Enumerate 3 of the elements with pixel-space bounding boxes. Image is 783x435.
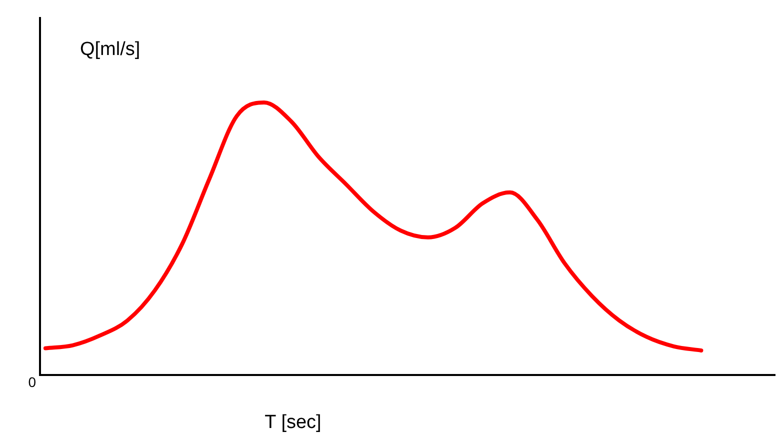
annotation: 0 (28, 374, 36, 390)
y-axis-title: Q[ml/s] (80, 39, 140, 60)
x-axis-title: T [sec] (264, 412, 322, 434)
